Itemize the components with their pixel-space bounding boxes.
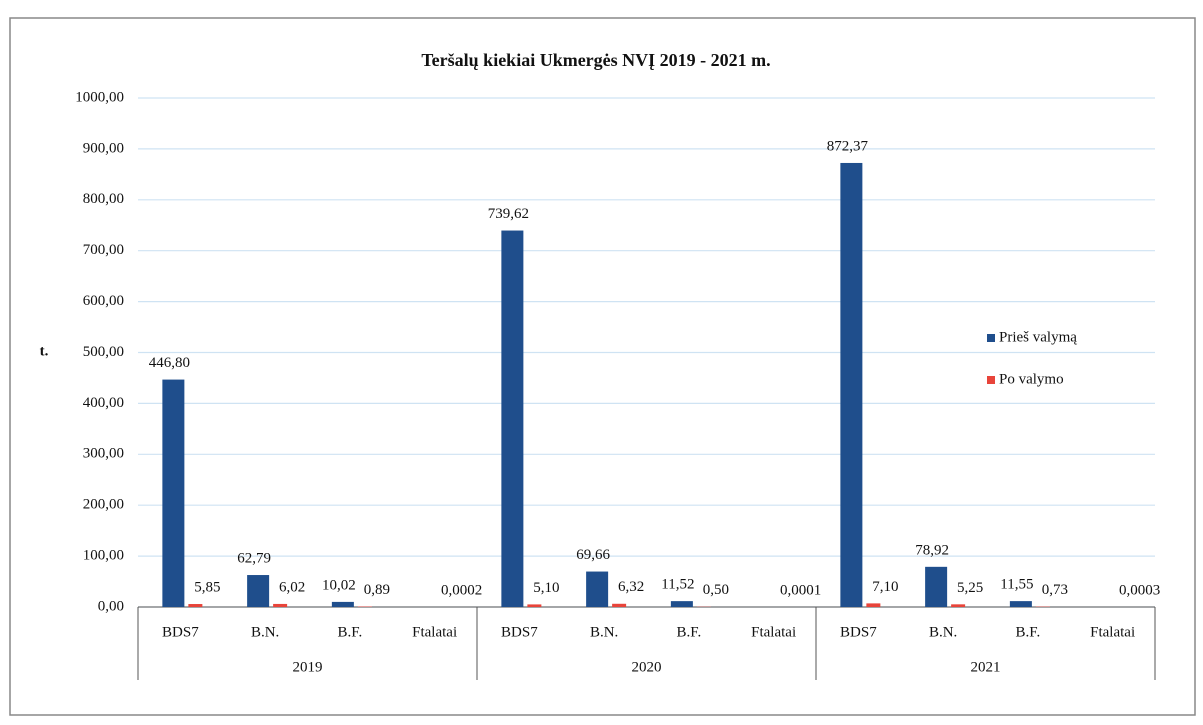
data-label: 0,0002 [441, 582, 482, 598]
bar [586, 571, 609, 607]
legend-swatch [987, 334, 995, 342]
data-label: 0,50 [703, 582, 729, 598]
data-label: 69,66 [576, 547, 610, 563]
data-label: 739,62 [488, 206, 529, 222]
data-label: 6,02 [279, 579, 305, 595]
bar [162, 379, 185, 607]
data-label: 78,92 [915, 542, 949, 558]
bar [188, 604, 203, 607]
y-tick-label: 200,00 [83, 497, 124, 513]
x-tick-label: B.F. [338, 624, 363, 640]
x-tick-label: B.N. [590, 624, 618, 640]
bar [1009, 601, 1032, 607]
x-tick-label: Ftalatai [751, 624, 796, 640]
x-tick-label: Ftalatai [1090, 624, 1135, 640]
data-label: 0,0003 [1119, 582, 1160, 598]
data-label: 62,79 [237, 550, 271, 566]
bar [866, 603, 881, 607]
data-label: 7,10 [872, 579, 898, 595]
y-tick-label: 900,00 [83, 140, 124, 156]
y-tick-label: 1000,00 [75, 89, 124, 105]
group-label: 2021 [971, 659, 1001, 675]
x-tick-label: BDS7 [840, 624, 877, 640]
data-label: 11,55 [1000, 577, 1033, 593]
data-label: 5,85 [194, 579, 220, 595]
bar [951, 604, 966, 607]
data-label: 11,52 [661, 577, 694, 593]
data-label: 0,89 [364, 582, 390, 598]
data-label: 0,0001 [780, 582, 821, 598]
y-tick-label: 300,00 [83, 446, 124, 462]
x-tick-label: B.F. [677, 624, 702, 640]
bar [670, 601, 693, 607]
chart-title: Teršalų kiekiai Ukmergės NVĮ 2019 - 2021… [421, 50, 770, 70]
bar [273, 603, 288, 607]
y-axis-label: t. [40, 343, 49, 359]
bar [925, 566, 948, 607]
y-tick-label: 700,00 [83, 242, 124, 258]
legend-label: Po valymo [999, 371, 1064, 387]
y-tick-label: 0,00 [98, 598, 124, 614]
x-tick-label: B.N. [929, 624, 957, 640]
x-tick-label: BDS7 [501, 624, 538, 640]
group-label: 2019 [293, 659, 323, 675]
data-label: 5,25 [957, 580, 983, 596]
bar [840, 162, 863, 607]
x-tick-label: B.N. [251, 624, 279, 640]
data-label: 0,73 [1042, 582, 1068, 598]
legend-swatch [987, 376, 995, 384]
legend-label: Prieš valymą [999, 329, 1077, 345]
group-label: 2020 [632, 659, 662, 675]
bar [331, 601, 354, 607]
bar [527, 604, 542, 607]
bar [501, 230, 524, 607]
data-label: 10,02 [322, 577, 356, 593]
y-tick-label: 600,00 [83, 293, 124, 309]
x-tick-label: Ftalatai [412, 624, 457, 640]
bar [612, 603, 627, 607]
y-tick-label: 500,00 [83, 344, 124, 360]
y-tick-label: 800,00 [83, 191, 124, 207]
data-label: 872,37 [827, 138, 869, 154]
data-label: 5,10 [533, 580, 559, 596]
y-tick-label: 400,00 [83, 395, 124, 411]
data-label: 446,80 [149, 355, 190, 371]
data-label: 6,32 [618, 579, 644, 595]
x-tick-label: B.F. [1016, 624, 1041, 640]
x-tick-label: BDS7 [162, 624, 199, 640]
y-tick-label: 100,00 [83, 548, 124, 564]
bar [247, 575, 270, 607]
